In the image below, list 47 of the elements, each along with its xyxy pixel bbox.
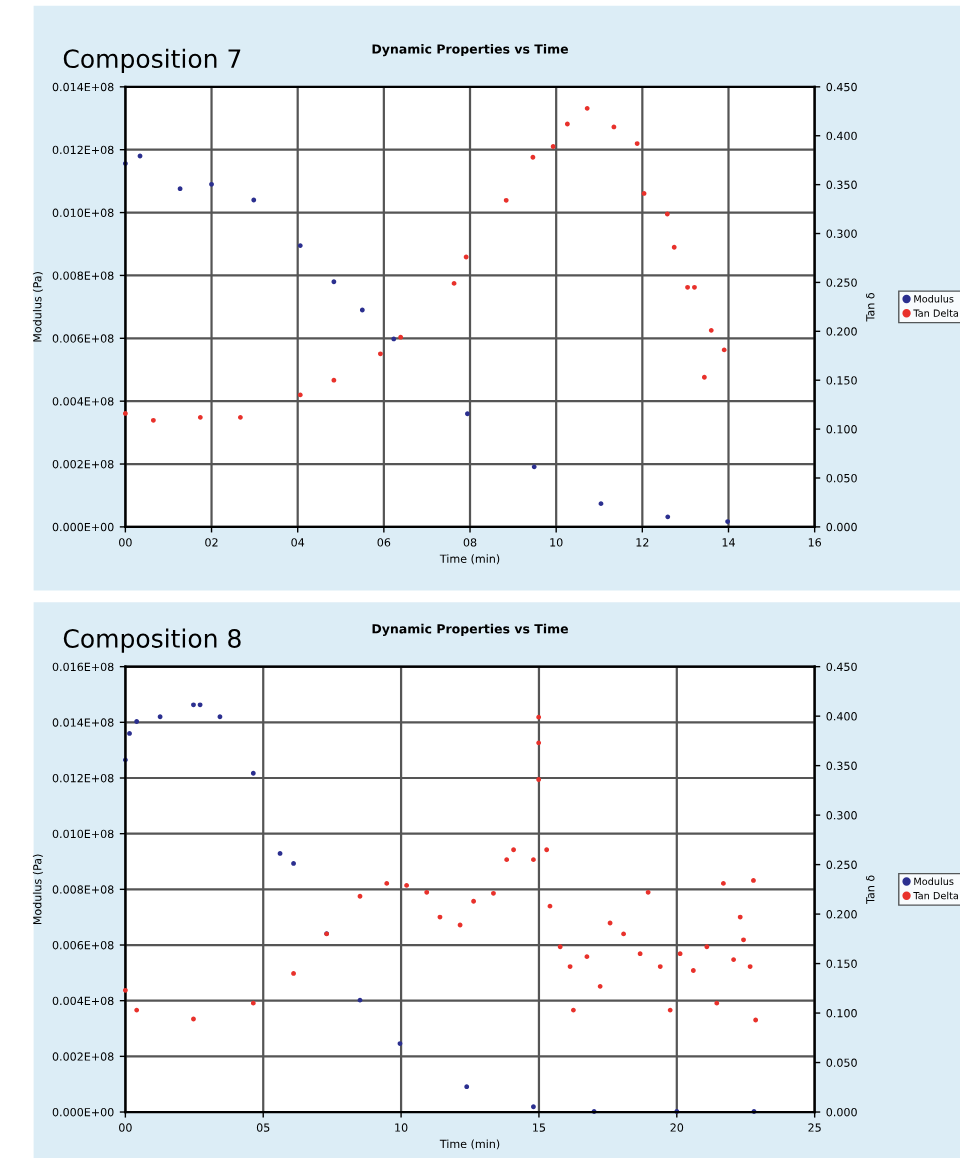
- point: [391, 336, 397, 342]
- point: [297, 392, 303, 398]
- point: [471, 898, 477, 904]
- point: [671, 244, 677, 250]
- point: [531, 464, 537, 470]
- point: [557, 944, 563, 950]
- point: [197, 414, 203, 420]
- point: [464, 1084, 470, 1090]
- point: [250, 770, 256, 776]
- point: [704, 944, 710, 950]
- point: [584, 105, 590, 111]
- point: [217, 714, 223, 720]
- point: [331, 279, 337, 285]
- point: [584, 954, 590, 960]
- point: [714, 1000, 720, 1006]
- point: [237, 414, 243, 420]
- point: [504, 857, 510, 863]
- point: [701, 374, 707, 380]
- point: [134, 1007, 140, 1013]
- point: [359, 307, 365, 313]
- point: [664, 211, 670, 217]
- point: [197, 702, 203, 708]
- point: [398, 334, 404, 340]
- point: [645, 889, 651, 895]
- point: [251, 197, 257, 203]
- point: [150, 417, 156, 423]
- point: [530, 154, 536, 160]
- point: [637, 951, 643, 957]
- point: [536, 740, 542, 746]
- point: [536, 714, 542, 720]
- point: [331, 377, 337, 383]
- point: [157, 714, 163, 720]
- chart-title: Composition 7: [63, 48, 241, 73]
- point: [597, 983, 603, 989]
- point: [503, 197, 509, 203]
- point: [122, 987, 128, 993]
- point: [424, 889, 430, 895]
- chart-title: Composition 8: [63, 628, 241, 653]
- point: [677, 951, 683, 957]
- point: [708, 327, 714, 333]
- point: [737, 914, 743, 920]
- point: [544, 847, 550, 853]
- point: [357, 893, 363, 899]
- point: [404, 882, 410, 888]
- point: [250, 1000, 256, 1006]
- point: [177, 186, 183, 192]
- point: [665, 514, 671, 520]
